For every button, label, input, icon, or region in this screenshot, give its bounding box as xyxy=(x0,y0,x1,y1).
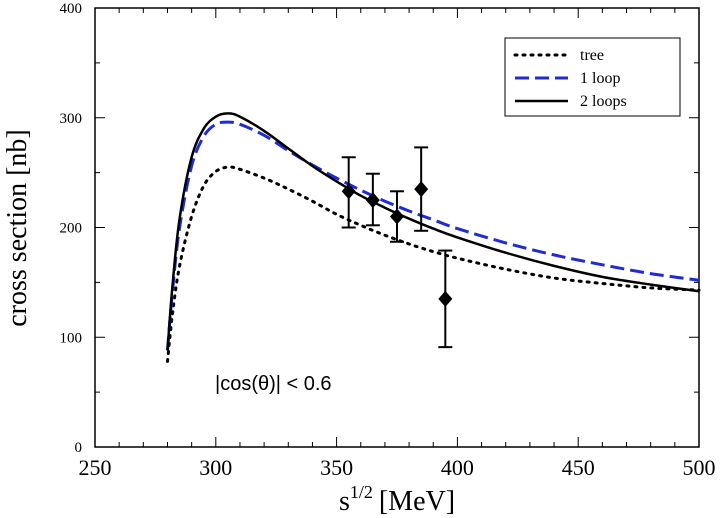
y-tick-label: 200 xyxy=(60,221,83,237)
x-tick-label: 450 xyxy=(562,455,595,480)
legend-label: 1 loop xyxy=(580,70,620,87)
data-point xyxy=(438,290,453,307)
data-point xyxy=(390,208,404,225)
x-tick-label: 500 xyxy=(683,455,716,480)
x-axis-label-base: s xyxy=(339,486,350,517)
data-points-group xyxy=(341,146,453,349)
data-point xyxy=(341,183,356,200)
data-point xyxy=(365,192,380,209)
series-2-loops-line xyxy=(166,112,700,351)
x-tick-label: 400 xyxy=(441,455,474,480)
data-point xyxy=(414,181,429,198)
x-axis-label: s1/2 [MeV] xyxy=(339,482,455,517)
y-axis-label: cross section [nb] xyxy=(2,129,33,327)
x-axis-label-unit: [MeV] xyxy=(379,486,455,517)
legend: tree 1 loop 2 loops xyxy=(504,37,681,117)
legend-label: 2 loops xyxy=(580,93,627,110)
x-tick-label: 250 xyxy=(79,455,112,480)
y-tick-label: 100 xyxy=(60,330,83,346)
legend-items: tree 1 loop 2 loops xyxy=(513,47,627,110)
legend-box xyxy=(504,37,681,117)
x-tick-label: 350 xyxy=(320,455,353,480)
legend-label: tree xyxy=(580,47,604,64)
y-tick-label: 0 xyxy=(75,440,83,456)
tick-labels: 250 300 350 400 450 500 0 100 200 300 400 xyxy=(60,1,716,480)
series-1-loop-line xyxy=(166,120,700,351)
axis-ticks xyxy=(94,7,700,448)
x-axis-label-superscript: 1/2 xyxy=(350,482,373,502)
x-tick-label: 300 xyxy=(199,455,232,480)
y-tick-label: 300 xyxy=(60,111,83,127)
annotation-text: |cos(θ)| < 0.6 xyxy=(215,373,332,395)
series-group xyxy=(166,112,701,363)
y-tick-label: 400 xyxy=(60,1,83,17)
series-tree-line xyxy=(166,165,701,363)
